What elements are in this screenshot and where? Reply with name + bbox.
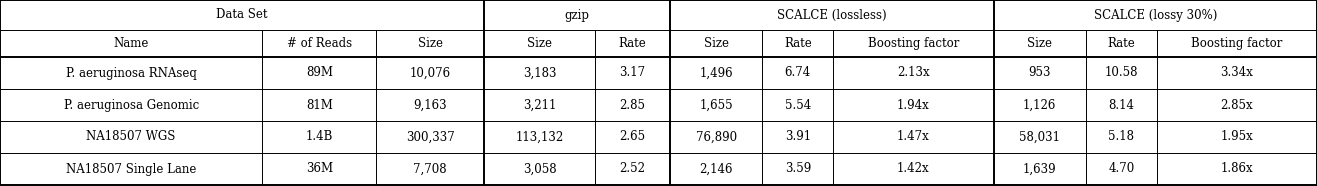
Text: 10.58: 10.58 bbox=[1105, 67, 1138, 79]
Text: 5.18: 5.18 bbox=[1109, 131, 1134, 144]
Text: 1.42x: 1.42x bbox=[897, 163, 930, 176]
Text: 1.86x: 1.86x bbox=[1221, 163, 1252, 176]
Text: 76,890: 76,890 bbox=[695, 131, 736, 144]
Text: 1.47x: 1.47x bbox=[897, 131, 930, 144]
Text: 3.17: 3.17 bbox=[619, 67, 645, 79]
Text: Rate: Rate bbox=[784, 37, 811, 50]
Text: 2,146: 2,146 bbox=[699, 163, 734, 176]
Text: 7,708: 7,708 bbox=[414, 163, 446, 176]
Text: Size: Size bbox=[703, 37, 728, 50]
Text: 1.4B: 1.4B bbox=[306, 131, 333, 144]
Text: 8.14: 8.14 bbox=[1109, 99, 1134, 111]
Text: Boosting factor: Boosting factor bbox=[868, 37, 959, 50]
Text: P. aeruginosa Genomic: P. aeruginosa Genomic bbox=[63, 99, 199, 111]
Text: 1,126: 1,126 bbox=[1023, 99, 1056, 111]
Text: 953: 953 bbox=[1029, 67, 1051, 79]
Text: 2.85: 2.85 bbox=[620, 99, 645, 111]
Text: Size: Size bbox=[1027, 37, 1052, 50]
Text: P. aeruginosa RNAseq: P. aeruginosa RNAseq bbox=[66, 67, 196, 79]
Text: 3.59: 3.59 bbox=[785, 163, 811, 176]
Text: 81M: 81M bbox=[306, 99, 333, 111]
Text: 3,058: 3,058 bbox=[523, 163, 556, 176]
Text: 2.52: 2.52 bbox=[620, 163, 645, 176]
Text: 5.54: 5.54 bbox=[785, 99, 811, 111]
Text: SCALCE (lossless): SCALCE (lossless) bbox=[777, 9, 886, 22]
Text: Boosting factor: Boosting factor bbox=[1191, 37, 1283, 50]
Text: Rate: Rate bbox=[619, 37, 647, 50]
Text: 3,183: 3,183 bbox=[523, 67, 556, 79]
Text: SCALCE (lossy 30%): SCALCE (lossy 30%) bbox=[1093, 9, 1217, 22]
Text: # of Reads: # of Reads bbox=[287, 37, 352, 50]
Text: Size: Size bbox=[527, 37, 552, 50]
Text: 36M: 36M bbox=[306, 163, 333, 176]
Text: 4.70: 4.70 bbox=[1108, 163, 1134, 176]
Text: 1,639: 1,639 bbox=[1023, 163, 1056, 176]
Text: gzip: gzip bbox=[565, 9, 590, 22]
Text: 3,211: 3,211 bbox=[523, 99, 556, 111]
Text: Data Set: Data Set bbox=[216, 9, 267, 22]
Text: 300,337: 300,337 bbox=[406, 131, 454, 144]
Text: 1.95x: 1.95x bbox=[1221, 131, 1254, 144]
Text: 1,655: 1,655 bbox=[699, 99, 734, 111]
Text: 2.13x: 2.13x bbox=[897, 67, 930, 79]
Text: Name: Name bbox=[113, 37, 149, 50]
Text: 113,132: 113,132 bbox=[515, 131, 564, 144]
Text: 1,496: 1,496 bbox=[699, 67, 734, 79]
Text: 2.65: 2.65 bbox=[619, 131, 645, 144]
Text: 3.91: 3.91 bbox=[785, 131, 811, 144]
Text: 3.34x: 3.34x bbox=[1221, 67, 1254, 79]
Text: NA18507 WGS: NA18507 WGS bbox=[87, 131, 176, 144]
Text: 1.94x: 1.94x bbox=[897, 99, 930, 111]
Text: 2.85x: 2.85x bbox=[1221, 99, 1252, 111]
Text: 10,076: 10,076 bbox=[410, 67, 450, 79]
Text: Size: Size bbox=[417, 37, 443, 50]
Text: 58,031: 58,031 bbox=[1019, 131, 1060, 144]
Text: Rate: Rate bbox=[1108, 37, 1135, 50]
Text: NA18507 Single Lane: NA18507 Single Lane bbox=[66, 163, 196, 176]
Text: 9,163: 9,163 bbox=[414, 99, 446, 111]
Text: 6.74: 6.74 bbox=[785, 67, 811, 79]
Text: 89M: 89M bbox=[306, 67, 333, 79]
